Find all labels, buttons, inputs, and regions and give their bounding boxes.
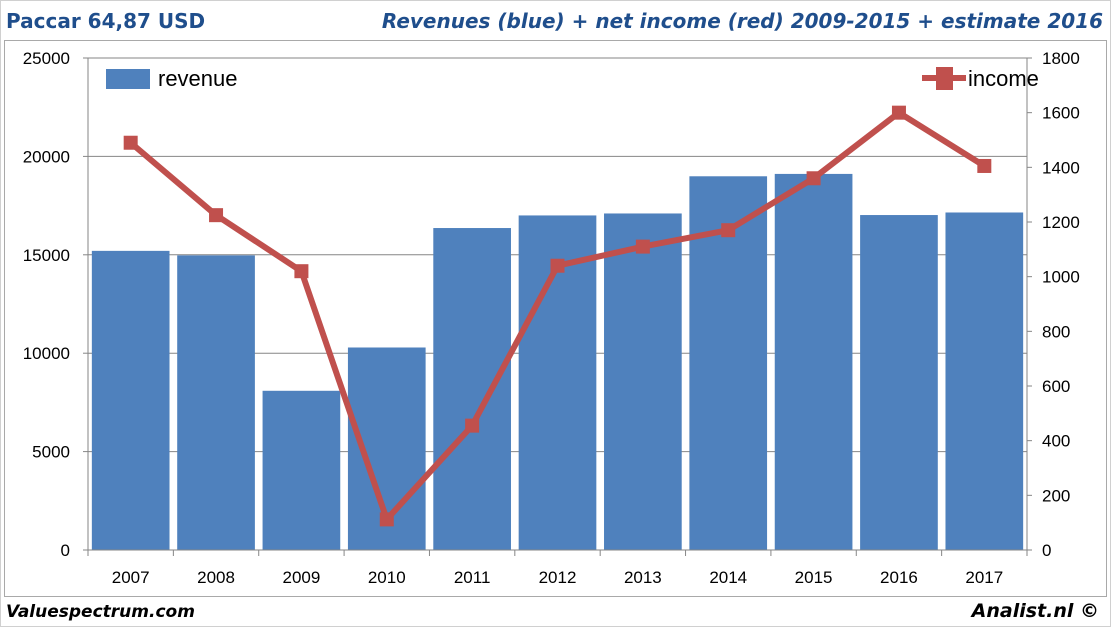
x-tick-label-2010: 2010 bbox=[368, 568, 406, 587]
revenue-bar-2011 bbox=[433, 228, 511, 550]
income-point-2017 bbox=[977, 158, 992, 173]
y-right-tick-label: 0 bbox=[1042, 541, 1051, 560]
legend-income-label: income bbox=[968, 66, 1039, 91]
x-tick-label-2007: 2007 bbox=[112, 568, 150, 587]
income-point-2014 bbox=[721, 223, 736, 238]
income-point-2008 bbox=[209, 208, 224, 223]
x-tick-label-2012: 2012 bbox=[539, 568, 577, 587]
y-left-tick-label: 25000 bbox=[23, 49, 70, 68]
revenue-bar-2017 bbox=[945, 212, 1024, 550]
combo-chart: 2007 2008 2009 2010 2011 2012 2013 2014 2015 2016… bbox=[23, 49, 1080, 587]
y-left-tick-label: 10000 bbox=[23, 344, 70, 363]
income-point-2012 bbox=[550, 258, 565, 273]
y-right-tick-label: 1800 bbox=[1042, 49, 1080, 68]
y-left-tick-label: 5000 bbox=[32, 443, 70, 462]
y-left-tick-label: 15000 bbox=[23, 246, 70, 265]
x-tick-label-2013: 2013 bbox=[624, 568, 662, 587]
revenue-bar-2016 bbox=[860, 215, 938, 551]
revenue-bar-2014 bbox=[689, 176, 768, 550]
x-tick-label-2015: 2015 bbox=[795, 568, 833, 587]
legend-income-marker bbox=[936, 67, 953, 90]
x-tick-label-2017: 2017 bbox=[965, 568, 1003, 587]
source-left: Valuespectrum.com bbox=[6, 602, 195, 622]
y-right-tick-label: 1600 bbox=[1042, 104, 1080, 123]
legend-revenue-swatch bbox=[106, 69, 150, 89]
chart-area: 2007 2008 2009 2010 2011 2012 2013 2014 2015 2016… bbox=[4, 40, 1107, 597]
legend-revenue-label: revenue bbox=[158, 66, 238, 91]
y-right-tick-label: 1000 bbox=[1042, 268, 1080, 287]
source-right: Analist.nl © bbox=[971, 600, 1099, 622]
chart-title: Revenues (blue) + net income (red) 2009-… bbox=[381, 9, 1103, 33]
income-point-2007 bbox=[123, 135, 138, 150]
y-right-tick-label: 1200 bbox=[1042, 213, 1080, 232]
income-point-2013 bbox=[635, 239, 650, 254]
x-tick-label-2008: 2008 bbox=[197, 568, 235, 587]
y-right-tick-label: 200 bbox=[1042, 486, 1070, 505]
stock-title: Paccar 64,87 USD bbox=[6, 9, 206, 33]
y-left-tick-label: 0 bbox=[61, 541, 70, 560]
y-right-tick-label: 1400 bbox=[1042, 158, 1080, 177]
income-point-2010 bbox=[379, 512, 394, 527]
revenue-bar-2013 bbox=[604, 213, 682, 551]
revenue-bar-2009 bbox=[262, 390, 341, 550]
income-point-2009 bbox=[294, 264, 309, 279]
income-point-2011 bbox=[465, 418, 480, 433]
y-left-tick-label: 20000 bbox=[23, 147, 70, 166]
revenue-bar-2015 bbox=[774, 173, 853, 550]
y-right-tick-label: 600 bbox=[1042, 377, 1070, 396]
x-tick-label-2009: 2009 bbox=[282, 568, 320, 587]
x-tick-label-2011: 2011 bbox=[454, 568, 491, 587]
y-right-tick-label: 400 bbox=[1042, 432, 1070, 451]
revenue-bar-2008 bbox=[177, 255, 255, 551]
y-right-tick-label: 800 bbox=[1042, 322, 1070, 341]
revenue-bar-2007 bbox=[91, 250, 170, 550]
income-point-2015 bbox=[806, 171, 821, 186]
income-point-2016 bbox=[891, 105, 906, 120]
x-tick-label-2016: 2016 bbox=[880, 568, 918, 587]
x-tick-label-2014: 2014 bbox=[709, 568, 747, 587]
